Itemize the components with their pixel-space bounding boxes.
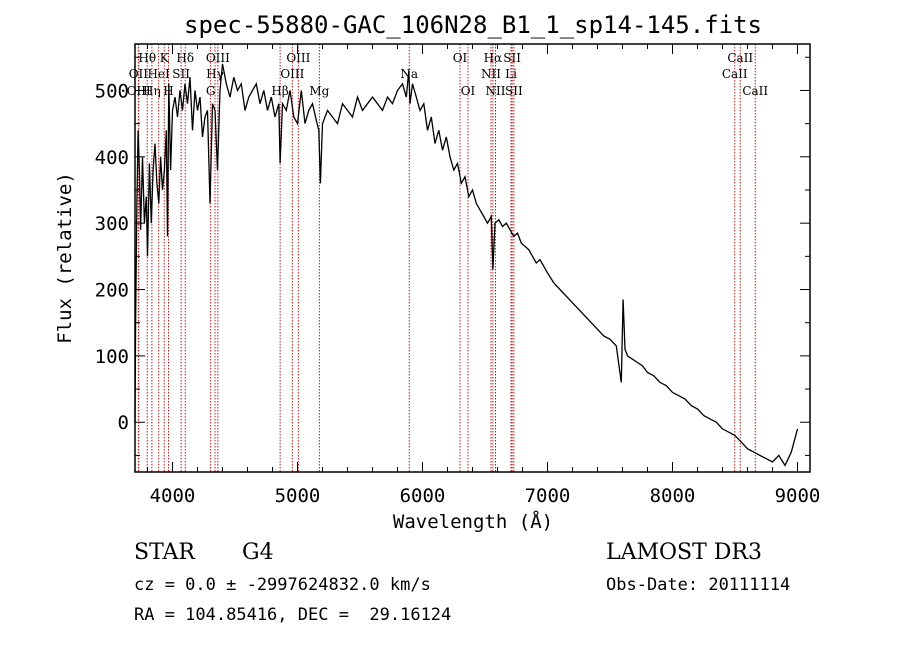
line-label: SII bbox=[503, 51, 521, 65]
line-label: HeI bbox=[147, 67, 170, 81]
line-label: Hα bbox=[484, 51, 503, 65]
chart-title: spec-55880-GAC_106N28_B1_1_sp14-145.fits bbox=[184, 11, 762, 39]
y-tick-label: 400 bbox=[95, 147, 129, 169]
line-label: Hη bbox=[143, 84, 161, 98]
y-axis-label: Flux (relative) bbox=[54, 172, 76, 344]
x-tick-label: 4000 bbox=[150, 485, 196, 507]
line-label: OIII bbox=[286, 51, 310, 65]
line-label: OI bbox=[461, 84, 476, 98]
x-tick-label: 9000 bbox=[775, 485, 821, 507]
y-axis: 0 100 200 300 400 500 bbox=[95, 56, 810, 456]
x-tick-label: 7000 bbox=[525, 485, 571, 507]
line-label: Hβ bbox=[271, 84, 288, 98]
line-label: G bbox=[206, 84, 216, 98]
x-tick-label: 5000 bbox=[275, 485, 321, 507]
line-label: OIII bbox=[127, 84, 151, 98]
x-axis-label: Wavelength (Å) bbox=[393, 510, 553, 533]
line-label: NII bbox=[486, 84, 506, 98]
x-tick-label: 6000 bbox=[400, 485, 446, 507]
plot-frame bbox=[134, 43, 811, 473]
line-label: Mg bbox=[309, 84, 329, 98]
y-tick-label: 200 bbox=[95, 280, 129, 302]
line-label: SII bbox=[505, 84, 523, 98]
line-label: K bbox=[160, 51, 170, 65]
y-tick-label: 100 bbox=[95, 346, 129, 368]
y-tick-label: 300 bbox=[95, 213, 129, 235]
line-label: OI bbox=[453, 51, 468, 65]
line-label: Hγ bbox=[206, 67, 224, 81]
line-label: SII bbox=[172, 67, 190, 81]
spectrum-series bbox=[134, 63, 799, 467]
line-label: Li bbox=[505, 67, 517, 81]
object-class: STAR bbox=[134, 540, 195, 565]
y-tick-label: 0 bbox=[118, 412, 129, 434]
y-tick-label: 500 bbox=[95, 80, 129, 102]
line-label: CaII bbox=[722, 67, 748, 81]
observation-date: Obs-Date: 20111114 bbox=[606, 575, 791, 595]
survey-name: LAMOST DR3 bbox=[606, 540, 762, 565]
line-label: OIII bbox=[206, 51, 230, 65]
line-label: OIII bbox=[280, 67, 304, 81]
line-label: OII bbox=[129, 67, 149, 81]
line-label: NII bbox=[481, 67, 501, 81]
x-tick-label: 8000 bbox=[650, 485, 696, 507]
spectral-line-markers bbox=[137, 44, 756, 472]
coordinates: RA = 104.85416, DEC = 29.16124 bbox=[134, 605, 452, 625]
x-axis: 4000 5000 6000 7000 8000 9000 bbox=[147, 44, 821, 507]
redshift-line: cz = 0.0 ± -2997624832.0 km/s bbox=[134, 575, 431, 595]
line-label: CaII bbox=[727, 51, 753, 65]
line-label: CaII bbox=[742, 84, 768, 98]
line-label: Hθ bbox=[138, 51, 156, 65]
object-subclass: G4 bbox=[242, 540, 274, 565]
line-label: Hδ bbox=[176, 51, 194, 65]
